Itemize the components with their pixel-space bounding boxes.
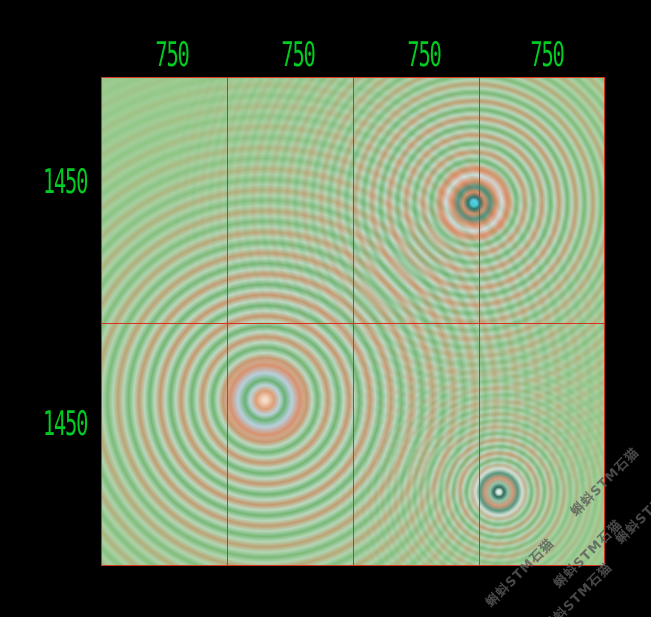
ripple-source-top-right — [101, 77, 605, 566]
ripple-source-top-right-core — [434, 163, 514, 243]
x-tick-label: 750 — [530, 35, 564, 75]
x-tick-label: 750 — [155, 35, 189, 75]
ripple-source-bottom-right-core — [471, 464, 527, 520]
grid-line-vertical — [101, 77, 102, 566]
watermark-text: 蝌蚪STM石猫 — [613, 473, 651, 548]
y-tick-label: 1450 — [42, 162, 89, 202]
ripple-source-bottom-right — [101, 77, 605, 566]
y-tick-label: 1450 — [42, 404, 89, 444]
grid-line-vertical — [353, 77, 354, 566]
x-tick-label: 750 — [407, 35, 441, 75]
grid-line-horizontal — [101, 77, 605, 78]
x-tick-label: 750 — [281, 35, 315, 75]
grid-line-vertical — [479, 77, 480, 566]
ripple-source-center-left-core — [221, 356, 309, 444]
ripple-source-center-left — [101, 77, 605, 566]
grid-line-horizontal — [101, 323, 605, 324]
grid-line-vertical — [227, 77, 228, 566]
stm-scan-image — [101, 77, 605, 566]
